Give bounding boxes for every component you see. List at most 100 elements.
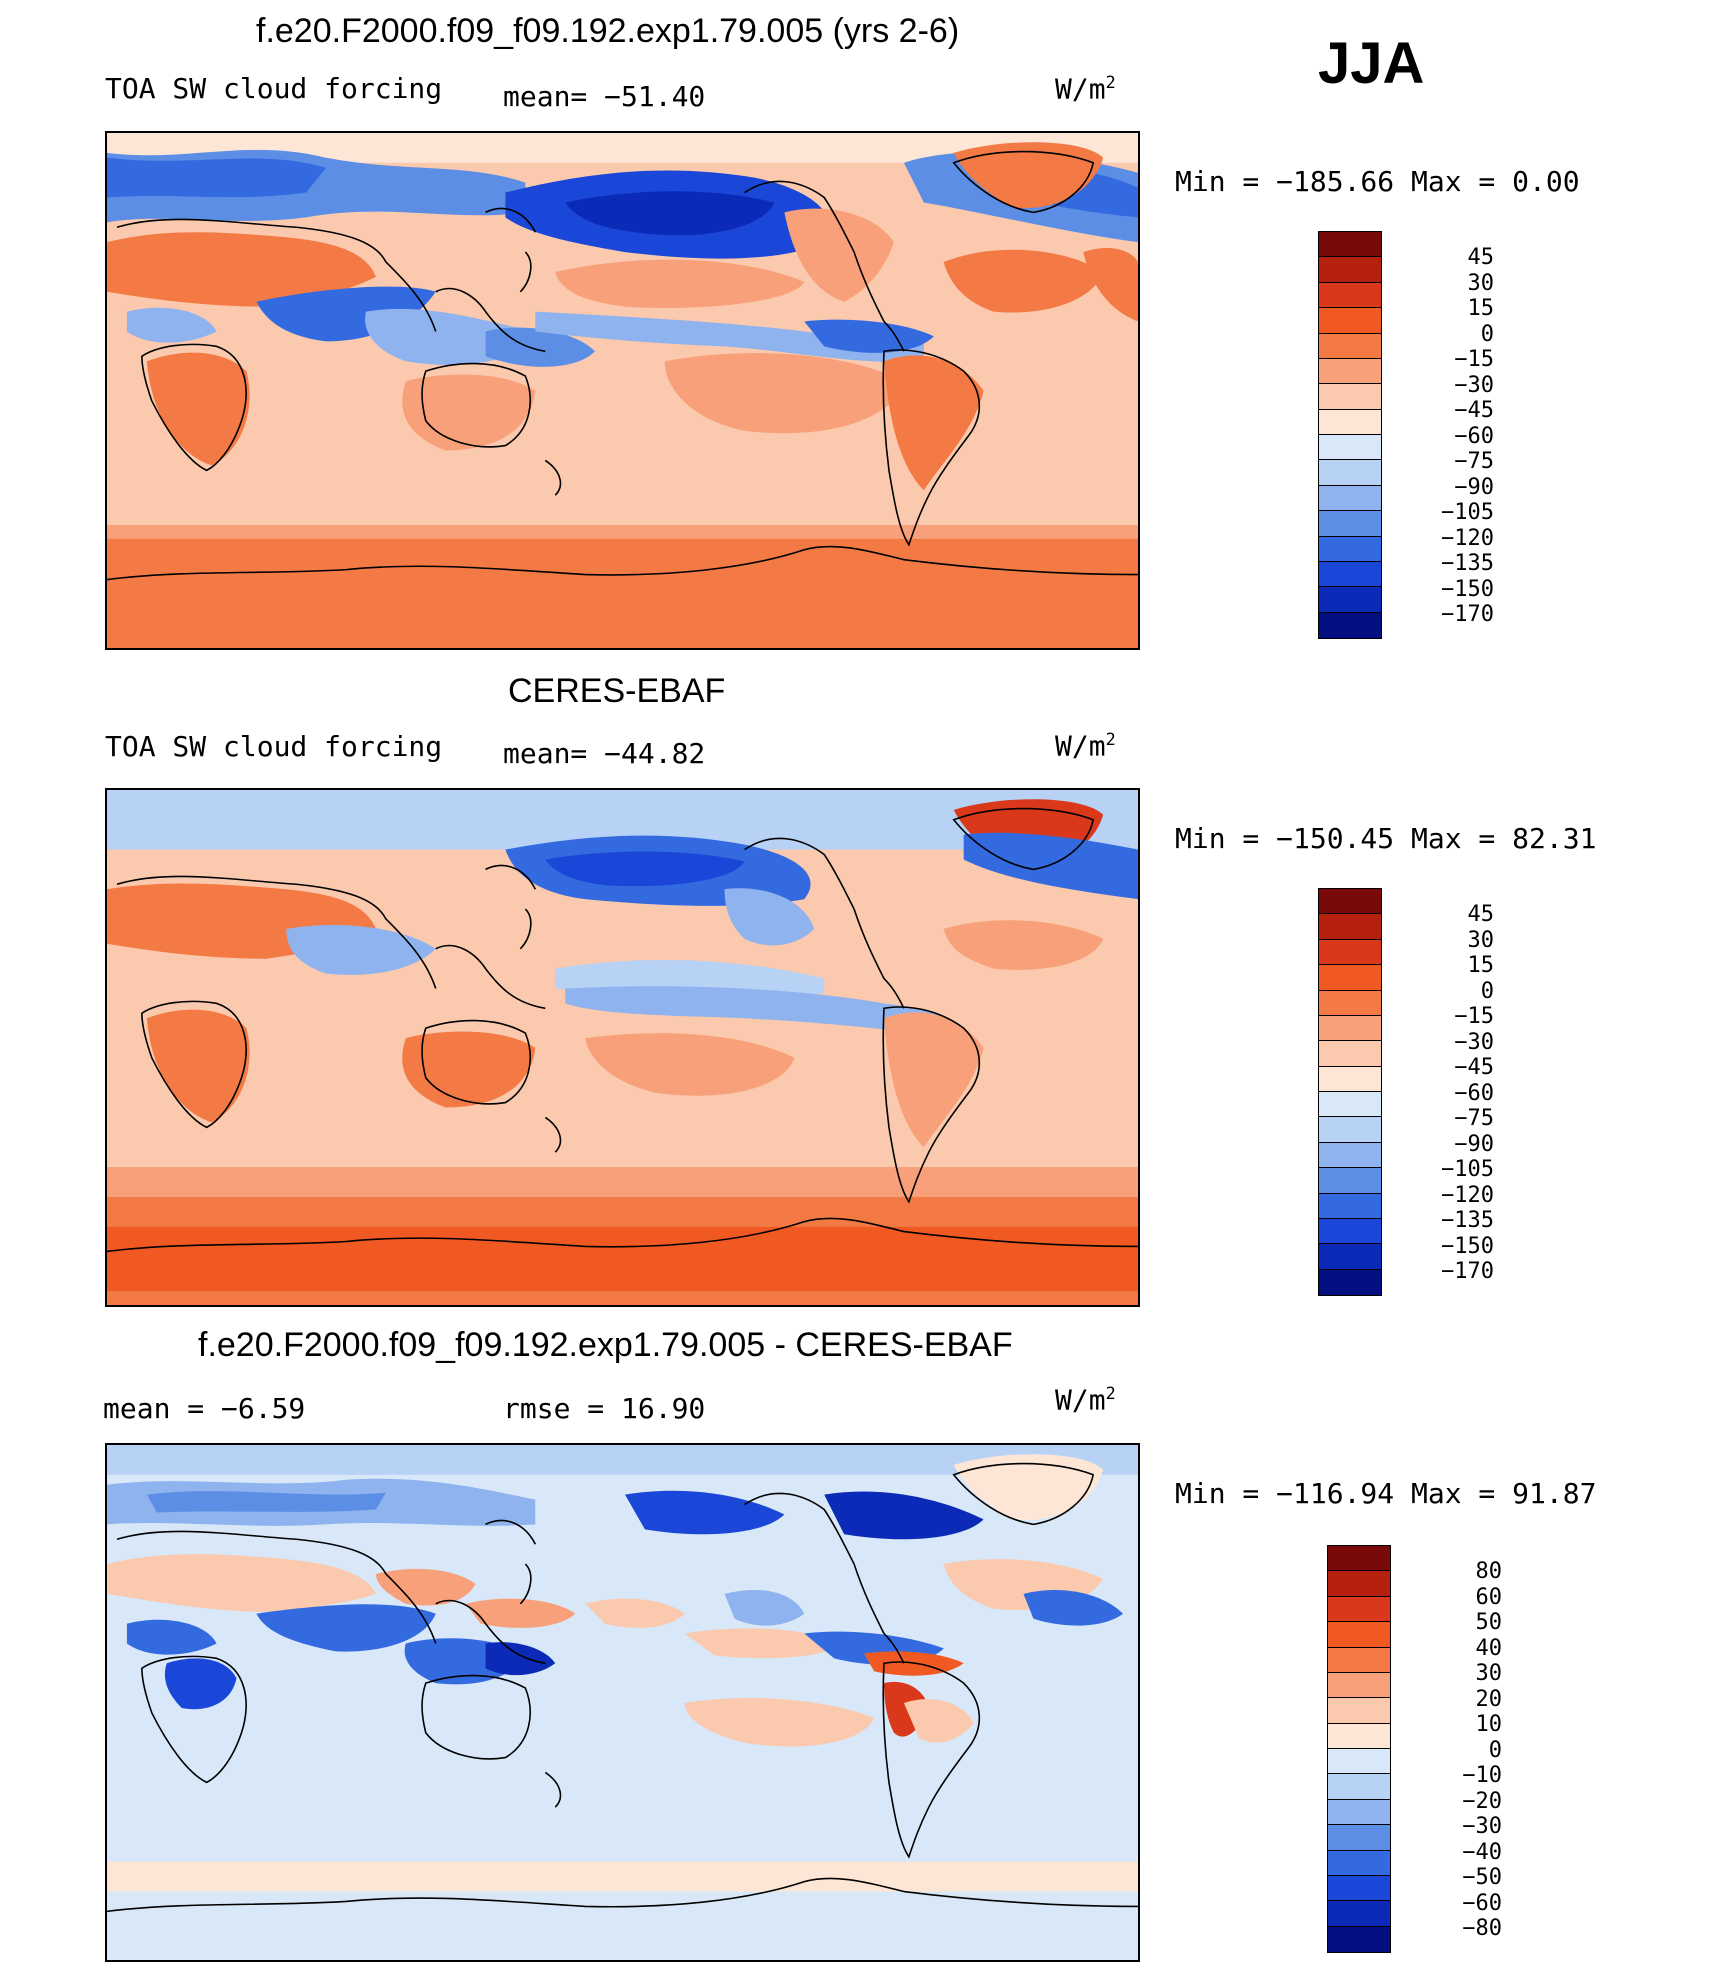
- colorbar-tick-label: −75: [1454, 1106, 1494, 1131]
- colorbar-tick-label: −90: [1454, 1131, 1494, 1157]
- colorbar-swatch: [1328, 1546, 1390, 1572]
- panel-2-colorbar: [1318, 888, 1382, 1296]
- panel-3-colorbar-labels: 80 60 50 40 30 20 10 0 −10 −20 −30 −40 −50 −60 −80: [1400, 1559, 1520, 1941]
- panel-3-rmse: rmse = 16.90: [503, 1392, 706, 1425]
- colorbar-swatch: [1328, 1672, 1390, 1699]
- colorbar-tick-label: −80: [1462, 1916, 1502, 1941]
- colorbar-swatch: [1319, 485, 1381, 512]
- colorbar-tick-label: −30: [1462, 1814, 1502, 1839]
- colorbar-tick-label: 45: [1467, 902, 1495, 927]
- colorbar-tick-label: −135: [1441, 1208, 1494, 1233]
- panel-3-colorbar: [1327, 1545, 1391, 1953]
- colorbar-tick-label: −60: [1454, 423, 1494, 449]
- colorbar-swatch: [1319, 333, 1381, 359]
- colorbar-swatch: [1319, 257, 1381, 283]
- colorbar-swatch: [1319, 460, 1381, 486]
- panel-2-units: W/m2: [1055, 729, 1116, 763]
- panel-3-units: W/m2: [1055, 1383, 1116, 1417]
- colorbar-swatch: [1319, 1066, 1381, 1092]
- colorbar-tick-label: −45: [1454, 398, 1494, 423]
- colorbar-swatch: [1319, 1269, 1381, 1295]
- season-label: JJA: [1318, 31, 1425, 96]
- colorbar-swatch: [1319, 1015, 1381, 1042]
- colorbar-swatch: [1328, 1571, 1390, 1597]
- colorbar-tick-label: −15: [1454, 1004, 1494, 1029]
- colorbar-swatch: [1319, 232, 1381, 258]
- colorbar-tick-label: −105: [1441, 500, 1494, 525]
- colorbar-swatch: [1319, 409, 1381, 435]
- colorbar-tick-label: −150: [1441, 576, 1494, 602]
- colorbar-tick-label: 45: [1467, 245, 1495, 270]
- colorbar-tick-label: 10: [1475, 1712, 1503, 1737]
- colorbar-tick-label: −90: [1454, 474, 1494, 500]
- colorbar-swatch: [1319, 1041, 1381, 1067]
- colorbar-tick-label: 0: [1480, 321, 1494, 347]
- colorbar-swatch: [1328, 1749, 1390, 1775]
- colorbar-swatch: [1319, 511, 1381, 537]
- panel-3-minmax: Min = −116.94 Max = 91.87: [1175, 1477, 1597, 1510]
- colorbar-tick-label: 0: [1480, 978, 1494, 1004]
- colorbar-tick-label: −60: [1462, 1890, 1502, 1916]
- panel-3-title: f.e20.F2000.f09_f09.192.exp1.79.005 - CE…: [198, 1326, 1013, 1364]
- colorbar-tick-label: −105: [1441, 1157, 1494, 1182]
- colorbar-swatch: [1319, 384, 1381, 410]
- panel-3-mean: mean = −6.59: [103, 1392, 306, 1425]
- colorbar-swatch: [1319, 1117, 1381, 1143]
- colorbar-swatch: [1319, 435, 1381, 461]
- colorbar-swatch: [1328, 1622, 1390, 1648]
- colorbar-tick-label: 15: [1467, 953, 1495, 978]
- colorbar-tick-label: −30: [1454, 1029, 1494, 1055]
- panel-2-title: CERES-EBAF: [508, 672, 726, 710]
- colorbar-swatch: [1319, 1193, 1381, 1219]
- colorbar-tick-label: −40: [1462, 1839, 1502, 1865]
- colorbar-tick-label: 30: [1467, 270, 1495, 296]
- colorbar-tick-label: −10: [1462, 1763, 1502, 1788]
- colorbar-tick-label: 80: [1475, 1559, 1503, 1584]
- panel-2-minmax: Min = −150.45 Max = 82.31: [1175, 822, 1597, 855]
- colorbar-tick-label: −15: [1454, 347, 1494, 372]
- colorbar-tick-label: 30: [1475, 1661, 1503, 1686]
- panel-1-mean: mean= −51.40: [503, 80, 706, 113]
- colorbar-swatch: [1319, 561, 1381, 588]
- colorbar-tick-label: −135: [1441, 551, 1494, 576]
- panel-1-colorbar-labels: 45 30 15 0 −15 −30 −45 −60 −75 −90 −105 −120 −135 −15…: [1392, 245, 1512, 627]
- colorbar-swatch: [1319, 1244, 1381, 1270]
- panel-3-map: [105, 1443, 1140, 1962]
- colorbar-swatch: [1319, 965, 1381, 991]
- panel-1-title: f.e20.F2000.f09_f09.192.exp1.79.005 (yrs…: [256, 12, 960, 50]
- colorbar-swatch: [1328, 1850, 1390, 1876]
- colorbar-swatch: [1319, 1092, 1381, 1118]
- colorbar-tick-label: 30: [1467, 927, 1495, 953]
- colorbar-tick-label: −50: [1462, 1865, 1502, 1890]
- colorbar-tick-label: 15: [1467, 296, 1495, 321]
- colorbar-swatch: [1328, 1825, 1390, 1851]
- colorbar-swatch: [1319, 612, 1381, 638]
- panel-1-left-label: TOA SW cloud forcing: [105, 72, 443, 105]
- colorbar-tick-label: −20: [1462, 1788, 1502, 1814]
- colorbar-swatch: [1319, 1168, 1381, 1194]
- colorbar-swatch: [1319, 536, 1381, 562]
- colorbar-tick-label: −60: [1454, 1080, 1494, 1106]
- colorbar-tick-label: −120: [1441, 1182, 1494, 1208]
- colorbar-tick-label: −170: [1441, 1259, 1494, 1284]
- colorbar-swatch: [1328, 1723, 1390, 1749]
- panel-2-map: [105, 788, 1140, 1307]
- colorbar-tick-label: 40: [1475, 1635, 1503, 1661]
- panel-2-mean: mean= −44.82: [503, 737, 706, 770]
- colorbar-swatch: [1328, 1698, 1390, 1724]
- colorbar-swatch: [1319, 1142, 1381, 1169]
- colorbar-tick-label: 50: [1475, 1610, 1503, 1635]
- colorbar-tick-label: −45: [1454, 1055, 1494, 1080]
- colorbar-swatch: [1328, 1799, 1390, 1826]
- colorbar-swatch: [1319, 358, 1381, 385]
- panel-1-map: [105, 131, 1140, 650]
- colorbar-swatch: [1328, 1647, 1390, 1673]
- panel-1-minmax: Min = −185.66 Max = 0.00: [1175, 165, 1580, 198]
- colorbar-swatch: [1319, 587, 1381, 613]
- colorbar-swatch: [1319, 889, 1381, 915]
- colorbar-tick-label: −170: [1441, 602, 1494, 627]
- panel-2-left-label: TOA SW cloud forcing: [105, 730, 443, 763]
- colorbar-swatch: [1319, 914, 1381, 940]
- colorbar-swatch: [1328, 1596, 1390, 1623]
- colorbar-swatch: [1328, 1774, 1390, 1800]
